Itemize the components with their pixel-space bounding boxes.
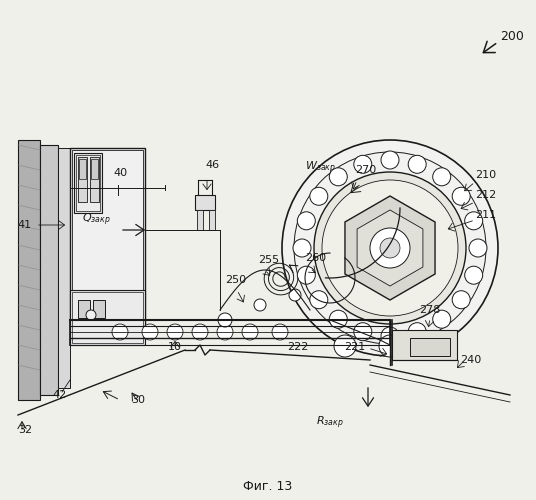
Circle shape — [465, 212, 483, 230]
Circle shape — [334, 335, 356, 357]
Text: 260: 260 — [305, 253, 326, 263]
Circle shape — [452, 290, 470, 308]
Circle shape — [289, 289, 301, 301]
Text: 42: 42 — [53, 390, 67, 400]
Text: 250: 250 — [225, 275, 246, 285]
Circle shape — [86, 310, 96, 320]
Bar — [90, 157, 99, 202]
Circle shape — [433, 310, 451, 328]
Bar — [195, 195, 215, 210]
Circle shape — [314, 172, 466, 324]
Bar — [74, 153, 102, 213]
Text: $R_{закр}$: $R_{закр}$ — [316, 415, 344, 432]
Circle shape — [282, 140, 498, 356]
Bar — [78, 157, 87, 202]
Bar — [197, 210, 203, 230]
Bar — [40, 145, 58, 395]
Bar — [72, 150, 143, 326]
Circle shape — [354, 322, 372, 340]
Bar — [70, 290, 145, 345]
Circle shape — [424, 335, 446, 357]
Circle shape — [297, 212, 315, 230]
Text: 32: 32 — [18, 425, 32, 435]
Circle shape — [297, 266, 315, 284]
Circle shape — [142, 324, 158, 340]
Bar — [410, 338, 450, 356]
Circle shape — [408, 322, 426, 340]
Circle shape — [408, 156, 426, 174]
Circle shape — [272, 324, 288, 340]
Circle shape — [381, 151, 399, 169]
Text: 200: 200 — [500, 30, 524, 43]
Text: 210: 210 — [475, 170, 496, 180]
Polygon shape — [357, 210, 423, 286]
Text: 278: 278 — [419, 305, 441, 315]
Circle shape — [254, 299, 266, 311]
Circle shape — [242, 324, 258, 340]
Circle shape — [381, 327, 399, 345]
Text: Фиг. 13: Фиг. 13 — [243, 480, 293, 493]
Circle shape — [329, 168, 347, 186]
Bar — [70, 148, 145, 328]
Circle shape — [379, 335, 401, 357]
Bar — [76, 155, 100, 211]
Bar — [392, 330, 457, 360]
Text: 270: 270 — [355, 165, 376, 175]
Text: 46: 46 — [205, 160, 219, 170]
Text: 30: 30 — [131, 395, 145, 405]
Text: 221: 221 — [344, 342, 366, 352]
Circle shape — [310, 290, 328, 308]
Bar — [18, 140, 40, 400]
Text: 212: 212 — [475, 190, 496, 200]
Text: 40: 40 — [113, 168, 127, 178]
Circle shape — [192, 324, 208, 340]
Circle shape — [452, 188, 470, 206]
Circle shape — [167, 324, 183, 340]
Text: 10: 10 — [168, 342, 182, 352]
Circle shape — [354, 156, 372, 174]
Text: 240: 240 — [460, 355, 481, 365]
Text: $Q_{закр}$: $Q_{закр}$ — [82, 212, 111, 228]
Text: 222: 222 — [287, 342, 309, 352]
Bar — [58, 148, 70, 388]
Circle shape — [310, 188, 328, 206]
Circle shape — [217, 324, 233, 340]
Circle shape — [465, 266, 483, 284]
Circle shape — [112, 324, 128, 340]
Circle shape — [433, 168, 451, 186]
Circle shape — [322, 180, 458, 316]
Polygon shape — [345, 196, 435, 300]
Bar — [72, 292, 143, 343]
Bar — [93, 300, 105, 318]
Bar — [91, 159, 98, 179]
Text: $W_{закр}$: $W_{закр}$ — [305, 160, 336, 176]
Circle shape — [469, 239, 487, 257]
Text: 255: 255 — [258, 255, 279, 265]
Circle shape — [293, 239, 311, 257]
Bar — [209, 210, 215, 230]
Circle shape — [329, 310, 347, 328]
Bar — [79, 159, 86, 179]
Bar — [78, 300, 90, 318]
Circle shape — [370, 228, 410, 268]
Text: 41: 41 — [18, 220, 32, 230]
Text: 211: 211 — [475, 210, 496, 220]
Circle shape — [218, 313, 232, 327]
Circle shape — [380, 238, 400, 258]
